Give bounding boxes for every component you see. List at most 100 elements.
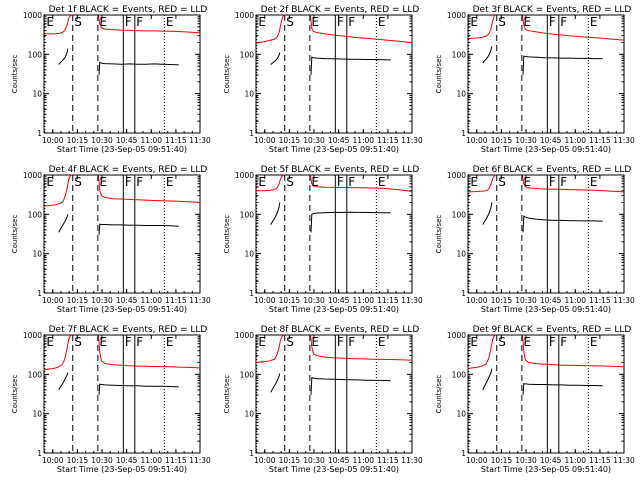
panel-title: Det 7f BLACK = Events, RED = LLD xyxy=(49,325,208,335)
marker-label-F: F xyxy=(136,15,143,29)
series-events-line xyxy=(310,56,391,75)
x-axis-label: Start Time (23-Sep-05 09:51:40) xyxy=(57,465,187,474)
panel-det-5: Det 5f BLACK = Events, RED = LLD 1 10 100 10… xyxy=(223,165,423,314)
x-tick-label: 11:30 xyxy=(613,136,635,145)
y-tick-label: 1000 xyxy=(23,171,42,180)
x-tick-label: 11:15 xyxy=(377,136,399,145)
y-axis-label: Counts/sec xyxy=(435,375,443,414)
plot-frame xyxy=(43,334,201,454)
x-tick-label: 10:15 xyxy=(279,456,301,465)
x-tick-label: 10:30 xyxy=(91,136,113,145)
y-tick-label: 1 xyxy=(249,449,254,458)
series-events-line xyxy=(522,55,603,75)
x-tick-label: 11:30 xyxy=(189,456,211,465)
plot-frame xyxy=(467,174,625,294)
x-tick-label: 11:30 xyxy=(401,296,423,305)
marker-label-E: E xyxy=(590,335,598,349)
x-tick-label: 11:30 xyxy=(189,296,211,305)
series-events-line xyxy=(310,377,391,395)
x-tick-label: 11:00 xyxy=(140,296,162,305)
marker-label-S: S xyxy=(498,335,506,349)
x-tick-label: 10:15 xyxy=(67,136,89,145)
x-tick-label: 10:45 xyxy=(540,296,562,305)
marker-label-F: F xyxy=(337,15,344,29)
series-events-line xyxy=(310,211,391,233)
panel-det-7: Det 7f BLACK = Events, RED = LLD 1 10 100 10… xyxy=(11,325,211,474)
y-tick-label: 1 xyxy=(37,129,42,138)
y-tick-label: 10 xyxy=(456,90,466,99)
series-lld-line xyxy=(43,174,73,207)
series-lld-line xyxy=(309,14,413,43)
panel-det-9: Det 9f BLACK = Events, RED = LLD 1 10 100 10… xyxy=(435,325,635,474)
y-tick-label: 1 xyxy=(461,449,466,458)
marker-label-F: F xyxy=(348,335,355,349)
panel-det-2: Det 2f BLACK = Events, RED = LLD 1 10 100 10… xyxy=(223,5,423,154)
y-tick-label: 100 xyxy=(452,50,467,59)
series-lld-line xyxy=(97,14,201,34)
plot-frame xyxy=(467,14,625,134)
marker-label-F: F xyxy=(136,335,143,349)
y-tick-label: 1 xyxy=(249,129,254,138)
marker-label-E: E xyxy=(166,335,174,349)
x-tick-label: 10:00 xyxy=(42,456,64,465)
x-tick-label: 10:30 xyxy=(515,456,537,465)
marker-label-E: E xyxy=(258,175,266,189)
y-tick-label: 100 xyxy=(28,370,43,379)
y-axis-label: Counts/sec xyxy=(223,375,231,414)
marker-label-S: S xyxy=(74,15,82,29)
y-tick-label: 100 xyxy=(28,50,43,59)
x-tick-label: 10:30 xyxy=(515,296,537,305)
y-tick-label: 1 xyxy=(37,289,42,298)
marker-label-E: E xyxy=(590,15,598,29)
plot-frame xyxy=(43,14,201,134)
series-lld-line xyxy=(255,14,285,44)
x-tick-label: 10:00 xyxy=(254,296,276,305)
series-lld-line xyxy=(255,334,285,363)
x-tick-label: 10:00 xyxy=(466,456,488,465)
x-tick-label: 11:00 xyxy=(564,136,586,145)
x-tick-label: 10:15 xyxy=(67,456,89,465)
panel-title: Det 9f BLACK = Events, RED = LLD xyxy=(473,325,632,335)
y-tick-label: 10 xyxy=(456,410,466,419)
marker-label-F: F xyxy=(337,335,344,349)
y-axis-label: Counts/sec xyxy=(11,55,19,94)
marker-label-E: E xyxy=(470,335,478,349)
x-tick-label: 11:15 xyxy=(165,136,187,145)
x-tick-label: 10:45 xyxy=(328,296,350,305)
y-tick-label: 100 xyxy=(452,210,467,219)
x-tick-label: 11:00 xyxy=(564,296,586,305)
marker-label-E: E xyxy=(311,335,319,349)
x-tick-label: 10:00 xyxy=(254,456,276,465)
series-events-line xyxy=(58,372,69,391)
y-tick-label: 10 xyxy=(244,410,254,419)
y-tick-label: 1000 xyxy=(23,11,42,20)
y-tick-label: 1 xyxy=(461,129,466,138)
x-tick-label: 11:15 xyxy=(589,296,611,305)
series-lld-line xyxy=(467,14,497,40)
y-tick-label: 1000 xyxy=(235,171,254,180)
x-tick-label: 11:00 xyxy=(352,456,374,465)
marker-label-E: E xyxy=(99,175,107,189)
y-tick-label: 10 xyxy=(456,250,466,259)
marker-label-F: F xyxy=(348,175,355,189)
x-tick-label: 10:30 xyxy=(91,296,113,305)
x-tick-label: 10:15 xyxy=(67,296,89,305)
marker-label-E: E xyxy=(258,15,266,29)
marker-label-F: F xyxy=(125,335,132,349)
x-tick-label: 10:45 xyxy=(328,136,350,145)
y-tick-label: 100 xyxy=(28,210,43,219)
marker-label-S: S xyxy=(498,15,506,29)
x-tick-label: 11:15 xyxy=(165,296,187,305)
marker-label-E: E xyxy=(590,175,598,189)
x-tick-label: 11:00 xyxy=(352,136,374,145)
marker-label-E: E xyxy=(523,15,531,29)
x-tick-label: 10:45 xyxy=(540,136,562,145)
x-tick-label: 11:15 xyxy=(589,456,611,465)
marker-label-E: E xyxy=(46,15,54,29)
x-tick-label: 10:15 xyxy=(279,296,301,305)
marker-label-E: E xyxy=(470,15,478,29)
y-tick-label: 1 xyxy=(249,289,254,298)
y-tick-label: 100 xyxy=(240,50,255,59)
y-axis-label: Counts/sec xyxy=(11,375,19,414)
